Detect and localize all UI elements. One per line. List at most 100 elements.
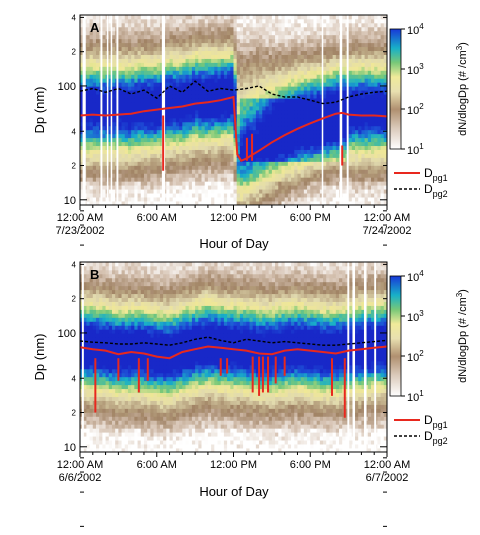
heatmap-cell (246, 126, 250, 130)
heatmap-cell (157, 23, 161, 27)
heatmap-cell (166, 110, 170, 114)
heatmap-cell (323, 106, 327, 110)
heatmap-cell (291, 142, 295, 146)
heatmap-cell (317, 94, 321, 98)
heatmap-cell (381, 70, 385, 74)
heatmap-cell (323, 181, 327, 185)
heatmap-cell (93, 290, 97, 294)
heatmap-cell (125, 51, 129, 55)
heatmap-cell (313, 19, 317, 23)
heatmap-cell (313, 82, 317, 86)
heatmap-cell (218, 189, 222, 193)
heatmap-cell (336, 142, 340, 146)
heatmap-cell (96, 424, 100, 428)
heatmap-cell (246, 59, 250, 63)
heatmap-cell (355, 74, 359, 78)
heatmap-cell (86, 63, 90, 67)
heatmap-cell (253, 55, 257, 59)
heatmap-cell (246, 39, 250, 43)
heatmap-cell (134, 193, 138, 197)
heatmap-cell (377, 122, 381, 126)
heatmap-cell (173, 102, 177, 106)
heatmap-cell (221, 35, 225, 39)
heatmap-cell (208, 35, 212, 39)
heatmap-cell (198, 78, 202, 82)
heatmap-cell (304, 90, 308, 94)
heatmap-cell (249, 47, 253, 51)
heatmap-cell (221, 74, 225, 78)
heatmap-cell (221, 39, 225, 43)
heatmap-cell (96, 66, 100, 70)
heatmap-cell (182, 23, 186, 27)
heatmap-cell (189, 138, 193, 142)
heatmap-cell (297, 51, 301, 55)
heatmap-cell (374, 51, 378, 55)
heatmap-cell (102, 122, 106, 126)
heatmap-cell (358, 74, 362, 78)
heatmap-cell (93, 134, 97, 138)
heatmap-cell (122, 154, 126, 158)
heatmap-cell (262, 189, 266, 193)
heatmap-cell (365, 78, 369, 82)
heatmap-cell (230, 70, 234, 74)
heatmap-cell (157, 193, 161, 197)
heatmap-cell (176, 122, 180, 126)
heatmap-cell (307, 165, 311, 169)
heatmap-cell (202, 158, 206, 162)
heatmap-cell (307, 197, 311, 201)
heatmap-cell (112, 110, 116, 114)
heatmap-cell (102, 173, 106, 177)
heatmap-cell (93, 420, 97, 424)
heatmap-cell (352, 19, 356, 23)
heatmap-cell (326, 126, 330, 130)
heatmap-cell (275, 86, 279, 90)
heatmap-cell (288, 39, 292, 43)
heatmap-cell (90, 134, 94, 138)
heatmap-cell (144, 59, 148, 63)
heatmap-cell (253, 130, 257, 134)
heatmap-cell (256, 15, 260, 19)
heatmap-cell (368, 165, 372, 169)
heatmap-cell (189, 78, 193, 82)
heatmap-cell (317, 86, 321, 90)
heatmap-cell (294, 19, 298, 23)
heatmap-cell (176, 130, 180, 134)
heatmap-cell (326, 122, 330, 126)
heatmap-cell (281, 59, 285, 63)
heatmap-cell (329, 27, 333, 31)
heatmap-cell (301, 154, 305, 158)
heatmap-cell (349, 35, 353, 39)
heatmap-cell (361, 154, 365, 158)
heatmap-cell (265, 98, 269, 102)
heatmap-cell (96, 373, 100, 377)
heatmap-cell (166, 98, 170, 102)
heatmap-cell (301, 189, 305, 193)
heatmap-cell (230, 27, 234, 31)
heatmap-cell (214, 189, 218, 193)
heatmap-cell (243, 35, 247, 39)
heatmap-cell (122, 173, 126, 177)
heatmap-cell (86, 420, 90, 424)
heatmap-cell (333, 161, 337, 165)
heatmap-cell (301, 43, 305, 47)
heatmap-cell (361, 134, 365, 138)
heatmap-cell (179, 27, 183, 31)
heatmap-cell (304, 165, 308, 169)
heatmap-cell (377, 19, 381, 23)
heatmap-cell (352, 43, 356, 47)
heatmap-cell (265, 118, 269, 122)
heatmap-cell (349, 161, 353, 165)
heatmap-cell (301, 134, 305, 138)
heatmap-cell (141, 27, 145, 31)
heatmap-cell (240, 23, 244, 27)
heatmap-cell (278, 66, 282, 70)
heatmap-cell (301, 55, 305, 59)
heatmap-cell (144, 66, 148, 70)
heatmap-cell (122, 47, 126, 51)
heatmap-cell (317, 82, 321, 86)
heatmap-cell (96, 154, 100, 158)
heatmap-cell (118, 47, 122, 51)
heatmap-cell (256, 74, 260, 78)
heatmap-cell (157, 177, 161, 181)
heatmap-cell (122, 169, 126, 173)
